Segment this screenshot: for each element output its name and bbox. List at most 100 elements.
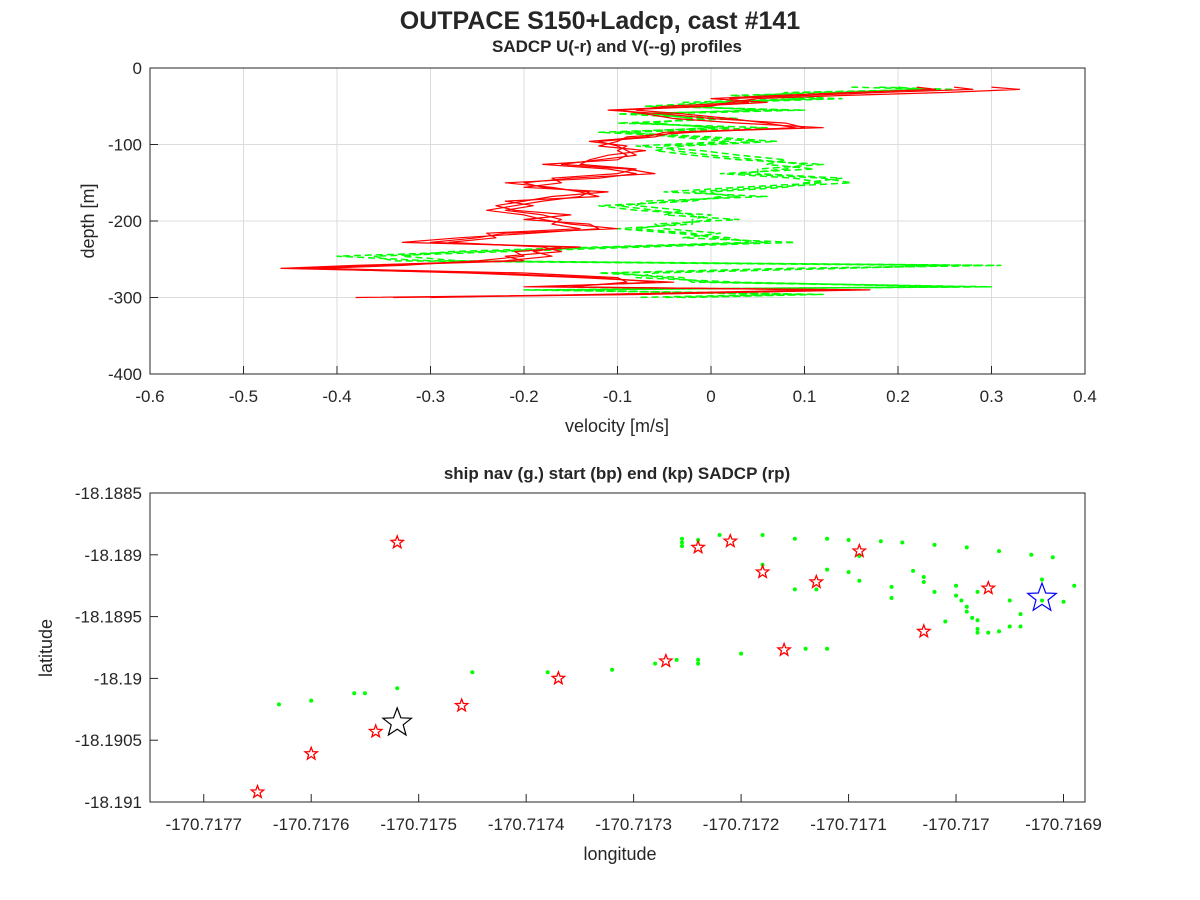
profile-lines bbox=[280, 86, 1021, 299]
ship-nav-point bbox=[276, 702, 281, 707]
sadcp-star bbox=[851, 542, 868, 558]
nav-plot-area bbox=[150, 493, 1085, 802]
ship-nav-point bbox=[1040, 577, 1045, 582]
x-tick-label: -0.4 bbox=[322, 387, 351, 406]
y-tick-label: -18.1885 bbox=[75, 484, 142, 503]
ship-nav-point bbox=[954, 593, 959, 598]
sadcp-star bbox=[249, 783, 266, 799]
x-tick-label: -170.7173 bbox=[595, 815, 672, 834]
sadcp-star bbox=[367, 723, 384, 739]
y-tick-label: -18.1905 bbox=[75, 731, 142, 750]
ship-nav-point bbox=[964, 545, 969, 550]
sadcp-star bbox=[776, 641, 793, 657]
x-tick-label: -170.7174 bbox=[488, 815, 565, 834]
y-tick-label: -200 bbox=[108, 212, 142, 231]
ship-nav-point bbox=[792, 536, 797, 541]
x-tick-label: 0 bbox=[706, 387, 715, 406]
sadcp-star bbox=[657, 652, 674, 668]
x-tick-label: -170.7175 bbox=[380, 815, 457, 834]
nav-points bbox=[249, 532, 1077, 799]
y-tick-label: -18.189 bbox=[84, 546, 142, 565]
ship-nav-point bbox=[878, 539, 883, 544]
u-profile-line bbox=[299, 86, 937, 299]
ship-nav-point bbox=[1061, 599, 1066, 604]
sadcp-star bbox=[722, 532, 739, 549]
x-tick-label: -0.5 bbox=[229, 387, 258, 406]
ship-nav-point bbox=[932, 589, 937, 594]
ship-nav-point bbox=[1029, 552, 1034, 557]
ship-nav-point bbox=[803, 646, 808, 651]
sadcp-star bbox=[550, 670, 567, 686]
ship-nav-point bbox=[959, 598, 964, 603]
ship-nav-point bbox=[932, 542, 937, 547]
x-tick-label: -170.7176 bbox=[273, 815, 350, 834]
profile-plot-title: SADCP U(-r) and V(--g) profiles bbox=[492, 37, 742, 56]
ship-nav-point bbox=[846, 570, 851, 575]
ship-nav-point bbox=[900, 540, 905, 545]
ship-nav-point bbox=[717, 533, 722, 538]
ship-nav-point bbox=[1018, 612, 1023, 617]
y-tick-label: 0 bbox=[133, 59, 142, 78]
ship-nav-point bbox=[975, 626, 980, 631]
nav-xlabel: longitude bbox=[583, 844, 656, 864]
ship-nav-point bbox=[679, 544, 684, 549]
sadcp-star bbox=[754, 563, 771, 579]
y-tick-label: -18.1895 bbox=[75, 608, 142, 627]
ship-nav-point bbox=[975, 589, 980, 594]
x-tick-label: -0.2 bbox=[509, 387, 538, 406]
x-tick-label: -170.717 bbox=[922, 815, 989, 834]
sadcp-star bbox=[980, 579, 997, 595]
start-star bbox=[1026, 581, 1058, 612]
x-tick-label: -170.7169 bbox=[1025, 815, 1102, 834]
nav-plot: ship nav (g.) start (bp) end (kp) SADCP … bbox=[36, 464, 1102, 864]
ship-nav-point bbox=[610, 667, 615, 672]
ship-nav-point bbox=[1040, 598, 1045, 603]
figure-title: OUTPACE S150+Ladcp, cast #141 bbox=[400, 7, 801, 35]
ship-nav-point bbox=[825, 536, 830, 541]
nav-plot-frame bbox=[149, 492, 1086, 803]
ship-nav-point bbox=[975, 618, 980, 623]
y-tick-label: -400 bbox=[108, 365, 142, 384]
ship-nav-point bbox=[970, 615, 975, 620]
x-tick-label: -0.6 bbox=[135, 387, 164, 406]
sadcp-star bbox=[303, 745, 320, 761]
sadcp-star bbox=[915, 623, 932, 639]
ship-nav-point bbox=[825, 646, 830, 651]
y-tick-label: -18.191 bbox=[84, 793, 142, 812]
ship-nav-point bbox=[997, 549, 1002, 554]
profile-plot: SADCP U(-r) and V(--g) profiles -0.6 -0.5… bbox=[78, 37, 1097, 436]
ship-nav-point bbox=[921, 575, 926, 580]
ship-nav-point bbox=[857, 578, 862, 583]
end-star bbox=[381, 706, 414, 737]
ship-nav-point bbox=[362, 691, 367, 696]
ship-nav-point bbox=[889, 596, 894, 601]
ship-nav-point bbox=[1007, 598, 1012, 603]
ship-nav-point bbox=[352, 691, 357, 696]
x-tick-label: 0.3 bbox=[980, 387, 1004, 406]
ship-nav-point bbox=[679, 536, 684, 541]
ship-nav-point bbox=[545, 670, 550, 675]
x-tick-label: -170.7177 bbox=[165, 815, 242, 834]
ship-nav-point bbox=[653, 661, 658, 666]
ship-nav-point bbox=[696, 661, 701, 666]
profile-ticks: -0.6 -0.5 -0.4 -0.3 -0.2 -0.1 0 0.1 0.2 0.3 0.4 -40… bbox=[108, 59, 1097, 406]
ship-nav-point bbox=[1072, 583, 1077, 588]
ship-nav-point bbox=[309, 698, 314, 703]
sadcp-star bbox=[808, 573, 825, 589]
ship-nav-point bbox=[696, 657, 701, 662]
sadcp-star bbox=[690, 539, 707, 555]
y-tick-label: -18.19 bbox=[94, 669, 142, 688]
y-tick-label: -100 bbox=[108, 136, 142, 155]
ship-nav-point bbox=[889, 584, 894, 589]
ship-nav-point bbox=[964, 609, 969, 614]
ship-nav-point bbox=[943, 619, 948, 624]
ship-nav-point bbox=[792, 587, 797, 592]
x-tick-label: -170.7172 bbox=[703, 815, 780, 834]
ship-nav-point bbox=[911, 568, 916, 573]
x-tick-label: -170.7171 bbox=[810, 815, 887, 834]
ship-nav-point bbox=[395, 686, 400, 691]
x-tick-label: -0.1 bbox=[603, 387, 632, 406]
ship-nav-point bbox=[679, 540, 684, 545]
sadcp-star bbox=[389, 534, 406, 550]
